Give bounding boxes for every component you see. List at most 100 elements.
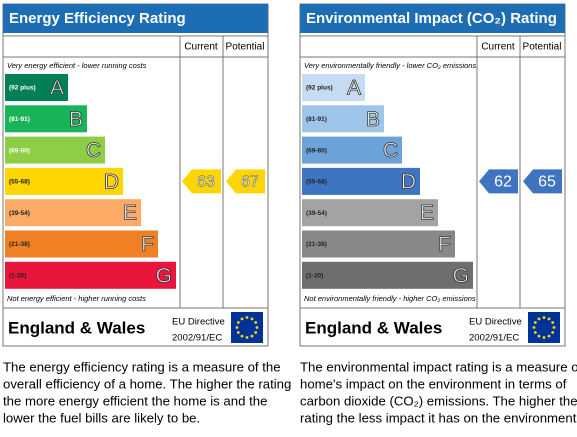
band-range: (92 plus): [306, 85, 333, 92]
band-letter: D: [401, 170, 416, 193]
eu-star: [240, 317, 244, 321]
rating-arrow: [182, 169, 221, 194]
description-line: carbon dioxide (CO₂) emissions. The high…: [300, 393, 577, 408]
directive-line: 2002/91/EC: [172, 333, 222, 344]
band-bar: [5, 167, 123, 195]
directive-line: 2002/91/EC: [469, 333, 519, 344]
band-letter: C: [86, 139, 101, 162]
band-letter: C: [383, 139, 398, 162]
band-bar: [302, 136, 402, 164]
eu-star: [533, 331, 537, 334]
band-range: (1-20): [306, 273, 323, 280]
eu-star: [254, 331, 258, 334]
eu-star: [236, 321, 240, 324]
band-bar: [302, 261, 473, 289]
band-letter: E: [123, 202, 137, 225]
description-line: overall efficiency of a home. The higher…: [3, 376, 291, 391]
band-range: (55-68): [9, 179, 30, 186]
band-letter: F: [438, 233, 451, 256]
eu-star: [552, 326, 556, 329]
band-range: (1-20): [9, 273, 26, 280]
band-bar: [5, 105, 87, 133]
band-letter: F: [141, 233, 154, 256]
band-bar: [5, 261, 176, 289]
column-header: Potential: [226, 42, 265, 53]
rating-arrow: [523, 169, 562, 194]
eu-star: [245, 336, 249, 339]
eu-star: [547, 317, 551, 321]
band-range: (81-91): [306, 116, 327, 123]
description-line: home's impact on the environment in term…: [300, 376, 567, 391]
eu-star: [240, 334, 244, 338]
band-letter: B: [366, 108, 380, 131]
band-range: (92 plus): [9, 85, 36, 92]
band-range: (81-91): [9, 116, 30, 123]
rating-arrow: [226, 169, 265, 194]
band-bar: [302, 199, 438, 227]
eu-star: [250, 317, 254, 321]
directive-line: EU Directive: [172, 317, 225, 328]
eu-star: [542, 336, 546, 339]
band-bar: [5, 199, 141, 227]
eu-star: [537, 317, 541, 321]
band-letter: D: [104, 170, 119, 193]
band-range: (39-54): [9, 210, 30, 217]
eu-star: [551, 321, 555, 324]
band-bar: [302, 74, 365, 101]
band-bar: [5, 74, 68, 101]
band-letter: G: [156, 264, 172, 287]
eu-star: [254, 321, 258, 324]
band-letter: G: [453, 264, 469, 287]
description-line: lower the fuel bills are likely to be.: [3, 410, 200, 425]
footer-region: England & Wales: [8, 318, 145, 337]
band-range: (21-38): [306, 241, 327, 248]
footer-region: England & Wales: [305, 318, 442, 337]
band-letter: B: [69, 108, 83, 131]
eu-star: [255, 326, 259, 329]
band-letter: A: [347, 77, 361, 100]
eu-star: [537, 334, 541, 338]
band-bar: [302, 105, 384, 133]
band-bar: [5, 230, 158, 258]
band-bar: [5, 136, 105, 164]
description-line: the more energy efficient the home is an…: [3, 393, 267, 408]
rating-value: 62: [494, 174, 512, 191]
band-bar: [302, 167, 420, 195]
panel-title: Environmental Impact (CO₂) Rating: [306, 10, 557, 27]
band-range: (39-54): [306, 210, 327, 217]
eu-star: [235, 326, 239, 329]
eu-star: [532, 326, 536, 329]
eu-star: [542, 316, 546, 319]
column-header: Current: [184, 42, 218, 53]
directive-line: EU Directive: [469, 317, 522, 328]
description-line: The environmental impact rating is a mea…: [300, 359, 577, 374]
bottom-note: Not environmentally friendly - higher CO…: [304, 294, 476, 303]
panel-title: Energy Efficiency Rating: [9, 10, 186, 27]
band-bar: [302, 230, 455, 258]
rating-arrow: [479, 169, 518, 194]
bottom-note: Not energy efficient - higher running co…: [7, 294, 146, 303]
rating-value: 63: [197, 174, 215, 191]
band-letter: E: [420, 202, 434, 225]
eu-star: [533, 321, 537, 324]
rating-value: 67: [241, 174, 259, 191]
column-header: Potential: [523, 42, 562, 53]
band-range: (21-38): [9, 241, 30, 248]
eu-star: [551, 331, 555, 334]
band-letter: A: [50, 77, 64, 100]
eu-star: [250, 334, 254, 338]
eu-star: [245, 316, 249, 319]
band-range: (69-80): [9, 147, 30, 154]
column-header: Current: [481, 42, 515, 53]
title-bar: [300, 4, 565, 33]
eu-star: [547, 334, 551, 338]
eu-star: [236, 331, 240, 334]
rating-value: 65: [538, 174, 556, 191]
title-bar: [3, 4, 268, 33]
top-note: Very environmentally friendly - lower CO…: [304, 61, 476, 70]
band-range: (69-80): [306, 147, 327, 154]
top-note: Very energy efficient - lower running co…: [7, 61, 147, 70]
description-line: rating the less impact it has on the env…: [300, 410, 577, 425]
description-line: The energy efficiency rating is a measur…: [3, 359, 281, 374]
